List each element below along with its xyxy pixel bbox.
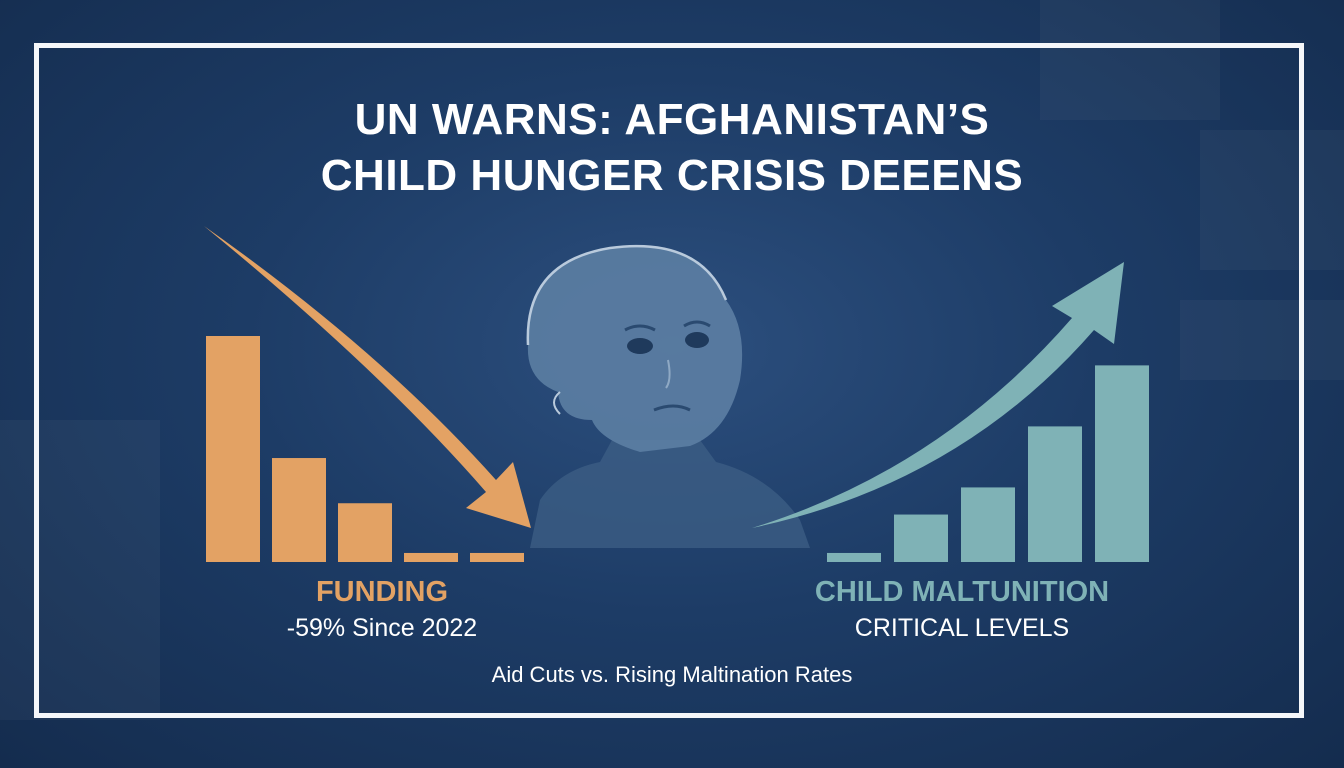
funding-bar-2 bbox=[272, 458, 326, 562]
arrow-down-icon bbox=[204, 226, 531, 528]
arrow-up-icon bbox=[752, 262, 1124, 528]
funding-bar-3 bbox=[338, 503, 392, 562]
malnutrition-bar-4 bbox=[1028, 426, 1082, 562]
malnutrition-bar-2 bbox=[894, 514, 948, 562]
child-portrait-icon bbox=[526, 244, 810, 548]
funding-bars bbox=[206, 336, 524, 562]
malnutrition-bars bbox=[827, 365, 1149, 562]
funding-label: FUNDING bbox=[315, 576, 449, 608]
malnutrition-bar-3 bbox=[961, 487, 1015, 562]
malnutrition-sublabel: CRITICAL LEVELS bbox=[854, 614, 1070, 642]
headline-line-2: CHILD HUNGER CRISIS DEEENS bbox=[320, 151, 1024, 200]
malnutrition-bar-1 bbox=[827, 552, 881, 562]
funding-bar-4 bbox=[404, 552, 458, 562]
chart-caption: Aid Cuts vs. Rising Maltination Rates bbox=[491, 662, 853, 687]
malnutrition-label: CHILD MALTUNITION bbox=[814, 576, 1110, 608]
headline-line-1: UN WARNS: AFGHANISTAN’S bbox=[354, 95, 990, 144]
headline: UN WARNS: AFGHANISTAN’S CHILD HUNGER CRI… bbox=[0, 92, 1344, 204]
funding-bar-1 bbox=[206, 336, 260, 562]
malnutrition-bar-5 bbox=[1095, 365, 1149, 562]
funding-bar-5 bbox=[470, 552, 524, 562]
white-frame bbox=[34, 43, 1304, 718]
funding-sublabel: -59% Since 2022 bbox=[286, 614, 478, 642]
